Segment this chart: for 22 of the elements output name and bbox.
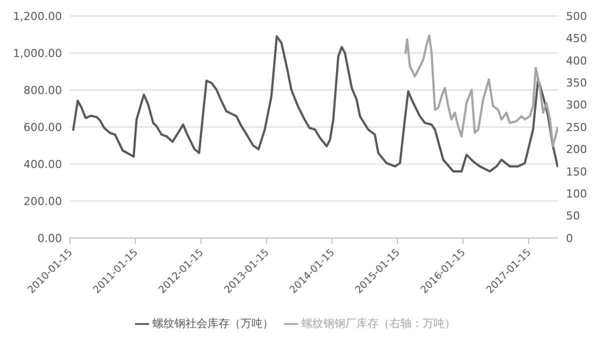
y2-tick-label: 100 [566,188,587,201]
legend-label: 螺纹钢社会库存（万吨） [152,317,274,330]
y2-tick-label: 250 [566,120,587,134]
y-tick-label: 1,200.00 [13,10,62,23]
y-tick-label: 0.00 [38,232,62,245]
legend-label: 螺纹钢钢厂库存（右轴：万吨） [302,317,456,330]
y2-tick-label: 350 [566,76,587,90]
line-series [72,35,558,172]
y-tick-label: 1,000.00 [13,46,62,60]
y2-tick-label: 200 [566,143,587,156]
y2-tick-label: 400 [566,54,587,68]
y2-tick-label: 50 [566,210,580,223]
y2-tick-label: 450 [566,32,587,46]
y2-tick-label: 150 [566,165,587,178]
y-tick-label: 400.00 [24,158,62,171]
y2-tick-label: 500 [566,10,587,23]
y-tick-label: 600.00 [24,120,62,134]
y2-tick-label: 300 [566,98,587,112]
y-tick-label: 800.00 [24,84,62,97]
y2-tick-label: 0 [566,232,573,245]
y-tick-label: 200.00 [24,194,62,208]
line-series [404,34,558,148]
